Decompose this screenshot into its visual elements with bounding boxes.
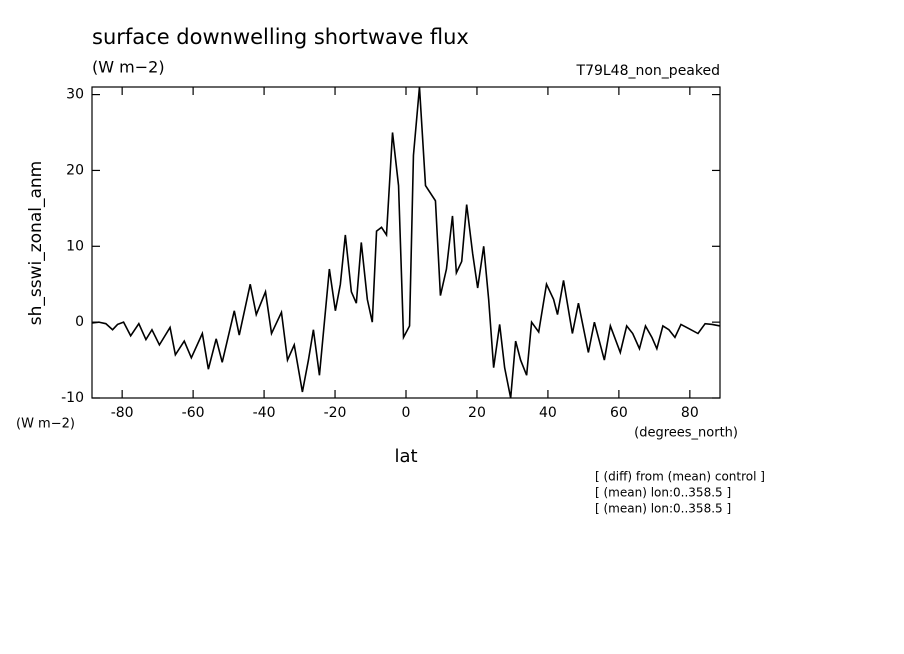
x-tick-label: 0 — [402, 405, 411, 421]
x-tick-label: 80 — [681, 405, 699, 421]
x-tick-label: -40 — [253, 405, 276, 421]
y-units: (W m−2) — [16, 417, 75, 432]
chart-title: surface downwelling shortwave flux — [92, 25, 469, 49]
y-tick-label: 0 — [75, 314, 84, 330]
x-tick-label: 40 — [539, 405, 557, 421]
y-axis-label: sh_sswi_zonal_anm — [26, 161, 46, 325]
experiment-label: T79L48_non_peaked — [576, 63, 720, 79]
chart-subtitle: (W m−2) — [92, 58, 165, 77]
x-tick-label: -80 — [111, 405, 134, 421]
x-tick-label: 20 — [468, 405, 486, 421]
y-tick-label: -10 — [61, 390, 84, 406]
plot-frame — [91, 86, 721, 399]
y-tick-label: 10 — [66, 238, 84, 254]
x-units: (degrees_north) — [634, 426, 738, 441]
x-axis-label: lat — [394, 446, 417, 467]
note: [ (diff) from (mean) control ] — [595, 470, 765, 484]
y-tick-label: 20 — [66, 162, 84, 178]
note: [ (mean) lon:0..358.5 ] — [595, 502, 731, 516]
x-tick-label: 60 — [610, 405, 628, 421]
note: [ (mean) lon:0..358.5 ] — [595, 486, 731, 500]
data-line — [91, 86, 721, 399]
x-tick-label: -60 — [182, 405, 205, 421]
x-tick-label: -20 — [324, 405, 347, 421]
y-tick-label: 30 — [66, 87, 84, 103]
